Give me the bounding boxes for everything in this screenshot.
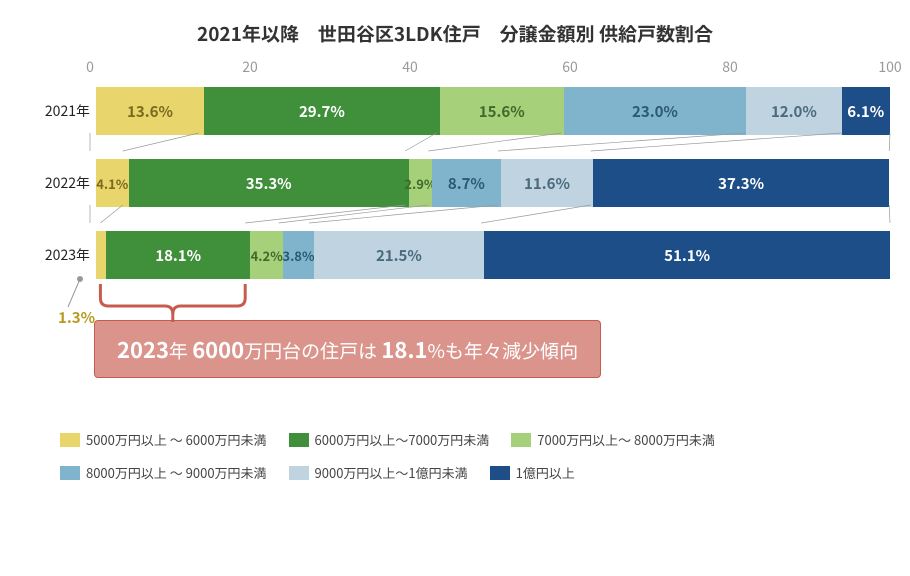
- x-tick: 40: [402, 57, 418, 77]
- callout-brace: [90, 284, 890, 324]
- segment-pct: 15.6%: [479, 101, 525, 122]
- bar-segment: 51.1%: [484, 231, 890, 279]
- x-tick: 80: [722, 57, 738, 77]
- bar-row: 2021年 13.6% 29.7% 15.6% 23.0% 12.0% 6.1%: [20, 87, 890, 135]
- legend-label: 5000万円以上 ～ 6000万円未満: [86, 430, 267, 449]
- year-label: 2023年: [20, 245, 96, 265]
- bar-connectors: [90, 135, 890, 149]
- x-tick: 20: [242, 57, 258, 77]
- bar-segment: 8.7%: [432, 159, 501, 207]
- callout-price: 6000: [192, 333, 244, 365]
- bar-row: 2023年 18.1% 4.2%3.8% 21.5% 51.1%: [20, 231, 890, 279]
- legend-item: 8000万円以上 ～ 9000万円未満: [60, 463, 267, 482]
- bar-segment: 4.2%: [250, 231, 283, 279]
- segment-pct: 3.8%: [282, 246, 314, 265]
- x-tick: 100: [878, 57, 901, 77]
- bar-segment: 2.9%: [409, 159, 432, 207]
- legend-swatch: [289, 466, 309, 480]
- legend-label: 9000万円以上～1億円未満: [315, 463, 468, 482]
- x-tick: 0: [86, 57, 94, 77]
- bar-segment: 13.6%: [96, 87, 204, 135]
- legend-swatch: [60, 466, 80, 480]
- legend-label: 8000万円以上 ～ 9000万円未満: [86, 463, 267, 482]
- legend-label: 7000万円以上～ 8000万円未満: [537, 430, 715, 449]
- segment-pct: 29.7%: [299, 101, 345, 122]
- bar-segment: 12.0%: [746, 87, 841, 135]
- segment-pct: 4.2%: [251, 246, 283, 265]
- stacked-bar: 18.1% 4.2%3.8% 21.5% 51.1%: [96, 231, 890, 279]
- bar-segment: 23.0%: [564, 87, 747, 135]
- bar-segment: 21.5%: [314, 231, 485, 279]
- callout-area: 2023年 6000万円台の住戸は 18.1%も年々減少傾向: [90, 314, 890, 414]
- x-axis: 020406080100: [20, 57, 890, 77]
- callout-year: 2023: [117, 333, 169, 365]
- bars-area: 2021年13.6%29.7%15.6%23.0%12.0%6.1%2022年4…: [20, 87, 890, 279]
- bar-segment: [96, 231, 106, 279]
- segment-pct: 23.0%: [632, 101, 678, 122]
- stacked-bar-chart: 2021年以降 世田谷区3LDK住戸 分譲金額別 供給戸数割合 0 20 40 60 8…: [20, 20, 890, 482]
- bar-segment: 15.6%: [440, 87, 564, 135]
- bar-segment: 18.1%: [106, 231, 250, 279]
- legend-item: 6000万円以上～7000万円未満: [289, 430, 490, 449]
- segment-pct: 18.1%: [155, 245, 201, 266]
- legend-item: 9000万円以上～1億円未満: [289, 463, 468, 482]
- legend-label: 6000万円以上～7000万円未満: [315, 430, 490, 449]
- bar-row: 2022年4.1% 35.3% 2.9% 8.7% 11.6% 37.3%: [20, 159, 890, 207]
- legend: 5000万円以上 ～ 6000万円未満 6000万円以上～7000万円未満 7000…: [60, 430, 890, 482]
- legend-label: 1億円以上: [516, 463, 575, 482]
- segment-pct: 37.3%: [718, 173, 764, 194]
- bar-segment: 6.1%: [842, 87, 890, 135]
- segment-pct: 51.1%: [664, 245, 710, 266]
- legend-item: 1億円以上: [490, 463, 575, 482]
- chart-title: 2021年以降 世田谷区3LDK住戸 分譲金額別 供給戸数割合: [20, 20, 890, 47]
- year-label: 2021年: [20, 101, 96, 121]
- segment-pct: 12.0%: [771, 101, 817, 122]
- segment-pct: 6.1%: [847, 101, 884, 122]
- callout-bubble: 2023年 6000万円台の住戸は 18.1%も年々減少傾向: [94, 320, 601, 378]
- segment-pct: 11.6%: [524, 173, 570, 194]
- legend-swatch: [490, 466, 510, 480]
- segment-pct: 13.6%: [127, 101, 173, 122]
- segment-pct: 4.1%: [96, 174, 128, 193]
- bar-segment: 3.8%: [283, 231, 313, 279]
- legend-item: 5000万円以上 ～ 6000万円未満: [60, 430, 267, 449]
- legend-item: 7000万円以上～ 8000万円未満: [511, 430, 715, 449]
- stacked-bar: 4.1% 35.3% 2.9% 8.7% 11.6% 37.3%: [96, 159, 890, 207]
- callout-pct: 18.1: [381, 333, 427, 365]
- legend-swatch: [289, 433, 309, 447]
- segment-pct: 8.7%: [448, 173, 485, 194]
- bar-connectors: [90, 207, 890, 221]
- bar-segment: 29.7%: [204, 87, 440, 135]
- legend-swatch: [511, 433, 531, 447]
- bar-segment: 37.3%: [593, 159, 889, 207]
- segment-pct: 35.3%: [246, 173, 292, 194]
- year-label: 2022年: [20, 173, 96, 193]
- legend-swatch: [60, 433, 80, 447]
- bar-segment: 4.1%: [96, 159, 129, 207]
- x-tick: 60: [562, 57, 578, 77]
- stacked-bar: 13.6% 29.7% 15.6% 23.0% 12.0% 6.1%: [96, 87, 890, 135]
- bar-segment: 11.6%: [501, 159, 593, 207]
- segment-pct: 21.5%: [376, 245, 422, 266]
- bar-segment: 35.3%: [129, 159, 409, 207]
